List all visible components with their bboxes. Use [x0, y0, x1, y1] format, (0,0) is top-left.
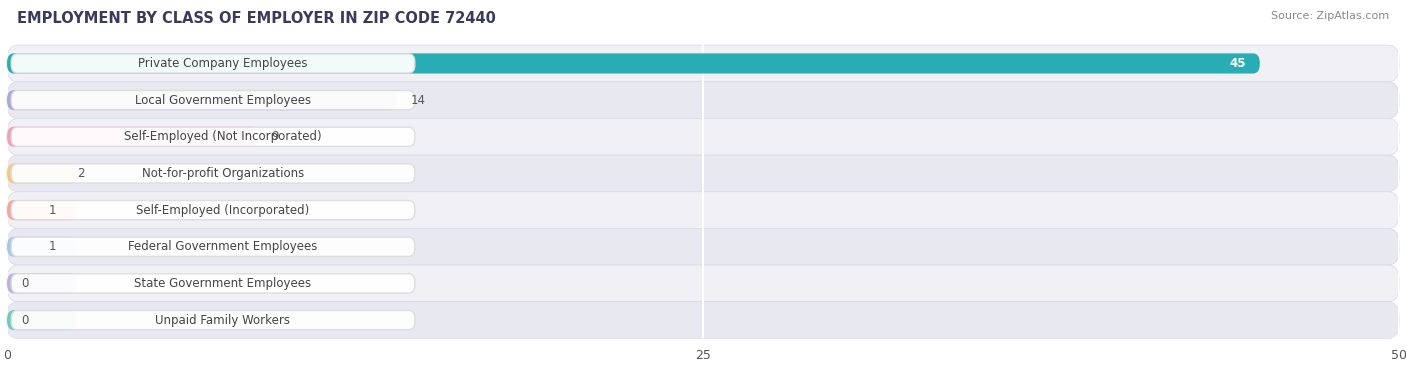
- FancyBboxPatch shape: [7, 229, 1399, 265]
- FancyBboxPatch shape: [11, 91, 415, 110]
- FancyBboxPatch shape: [7, 82, 1399, 118]
- FancyBboxPatch shape: [11, 200, 415, 220]
- Text: 0: 0: [21, 314, 28, 327]
- FancyBboxPatch shape: [11, 164, 415, 183]
- FancyBboxPatch shape: [7, 118, 1399, 155]
- FancyBboxPatch shape: [7, 163, 77, 183]
- Text: Not-for-profit Organizations: Not-for-profit Organizations: [142, 167, 304, 180]
- Text: 2: 2: [77, 167, 84, 180]
- Text: Local Government Employees: Local Government Employees: [135, 94, 311, 107]
- FancyBboxPatch shape: [7, 265, 1399, 302]
- Text: 14: 14: [411, 94, 426, 107]
- Text: 9: 9: [271, 130, 278, 143]
- FancyBboxPatch shape: [7, 237, 77, 257]
- Text: Self-Employed (Incorporated): Self-Employed (Incorporated): [136, 203, 309, 217]
- FancyBboxPatch shape: [7, 310, 77, 330]
- Text: 45: 45: [1229, 57, 1246, 70]
- Text: State Government Employees: State Government Employees: [134, 277, 311, 290]
- Text: 1: 1: [49, 240, 56, 253]
- Text: Federal Government Employees: Federal Government Employees: [128, 240, 318, 253]
- FancyBboxPatch shape: [11, 54, 415, 73]
- FancyBboxPatch shape: [7, 127, 257, 147]
- FancyBboxPatch shape: [7, 273, 77, 294]
- FancyBboxPatch shape: [7, 90, 396, 110]
- FancyBboxPatch shape: [7, 45, 1399, 82]
- FancyBboxPatch shape: [7, 155, 1399, 192]
- Text: Private Company Employees: Private Company Employees: [138, 57, 308, 70]
- FancyBboxPatch shape: [7, 192, 1399, 229]
- Text: Unpaid Family Workers: Unpaid Family Workers: [155, 314, 290, 327]
- FancyBboxPatch shape: [11, 311, 415, 330]
- FancyBboxPatch shape: [11, 237, 415, 256]
- Text: Source: ZipAtlas.com: Source: ZipAtlas.com: [1271, 11, 1389, 21]
- FancyBboxPatch shape: [7, 200, 77, 220]
- Text: 0: 0: [21, 277, 28, 290]
- Text: EMPLOYMENT BY CLASS OF EMPLOYER IN ZIP CODE 72440: EMPLOYMENT BY CLASS OF EMPLOYER IN ZIP C…: [17, 11, 496, 26]
- Text: Self-Employed (Not Incorporated): Self-Employed (Not Incorporated): [124, 130, 322, 143]
- FancyBboxPatch shape: [11, 274, 415, 293]
- FancyBboxPatch shape: [7, 302, 1399, 338]
- FancyBboxPatch shape: [7, 53, 1260, 74]
- Text: 1: 1: [49, 203, 56, 217]
- FancyBboxPatch shape: [11, 127, 415, 146]
